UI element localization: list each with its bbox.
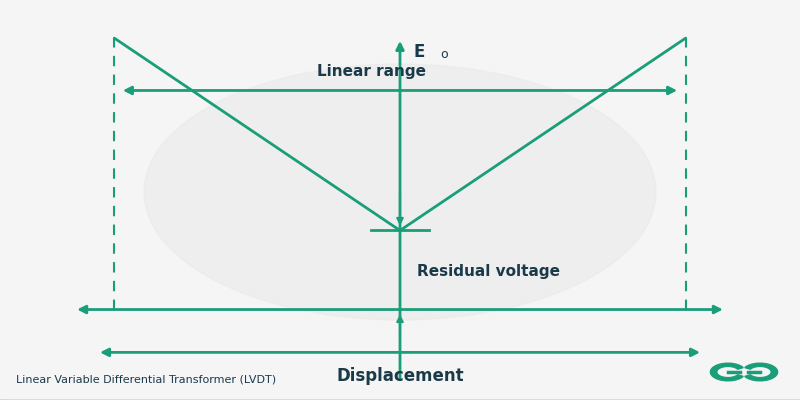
Wedge shape bbox=[745, 363, 778, 381]
Text: Displacement: Displacement bbox=[336, 367, 464, 385]
Text: o: o bbox=[440, 48, 448, 61]
Text: Residual voltage: Residual voltage bbox=[417, 264, 560, 279]
Text: E: E bbox=[414, 43, 425, 61]
Wedge shape bbox=[710, 363, 743, 381]
Text: Linear Variable Differential Transformer (LVDT): Linear Variable Differential Transformer… bbox=[16, 374, 276, 384]
Text: Linear range: Linear range bbox=[317, 64, 426, 79]
Circle shape bbox=[144, 64, 656, 320]
